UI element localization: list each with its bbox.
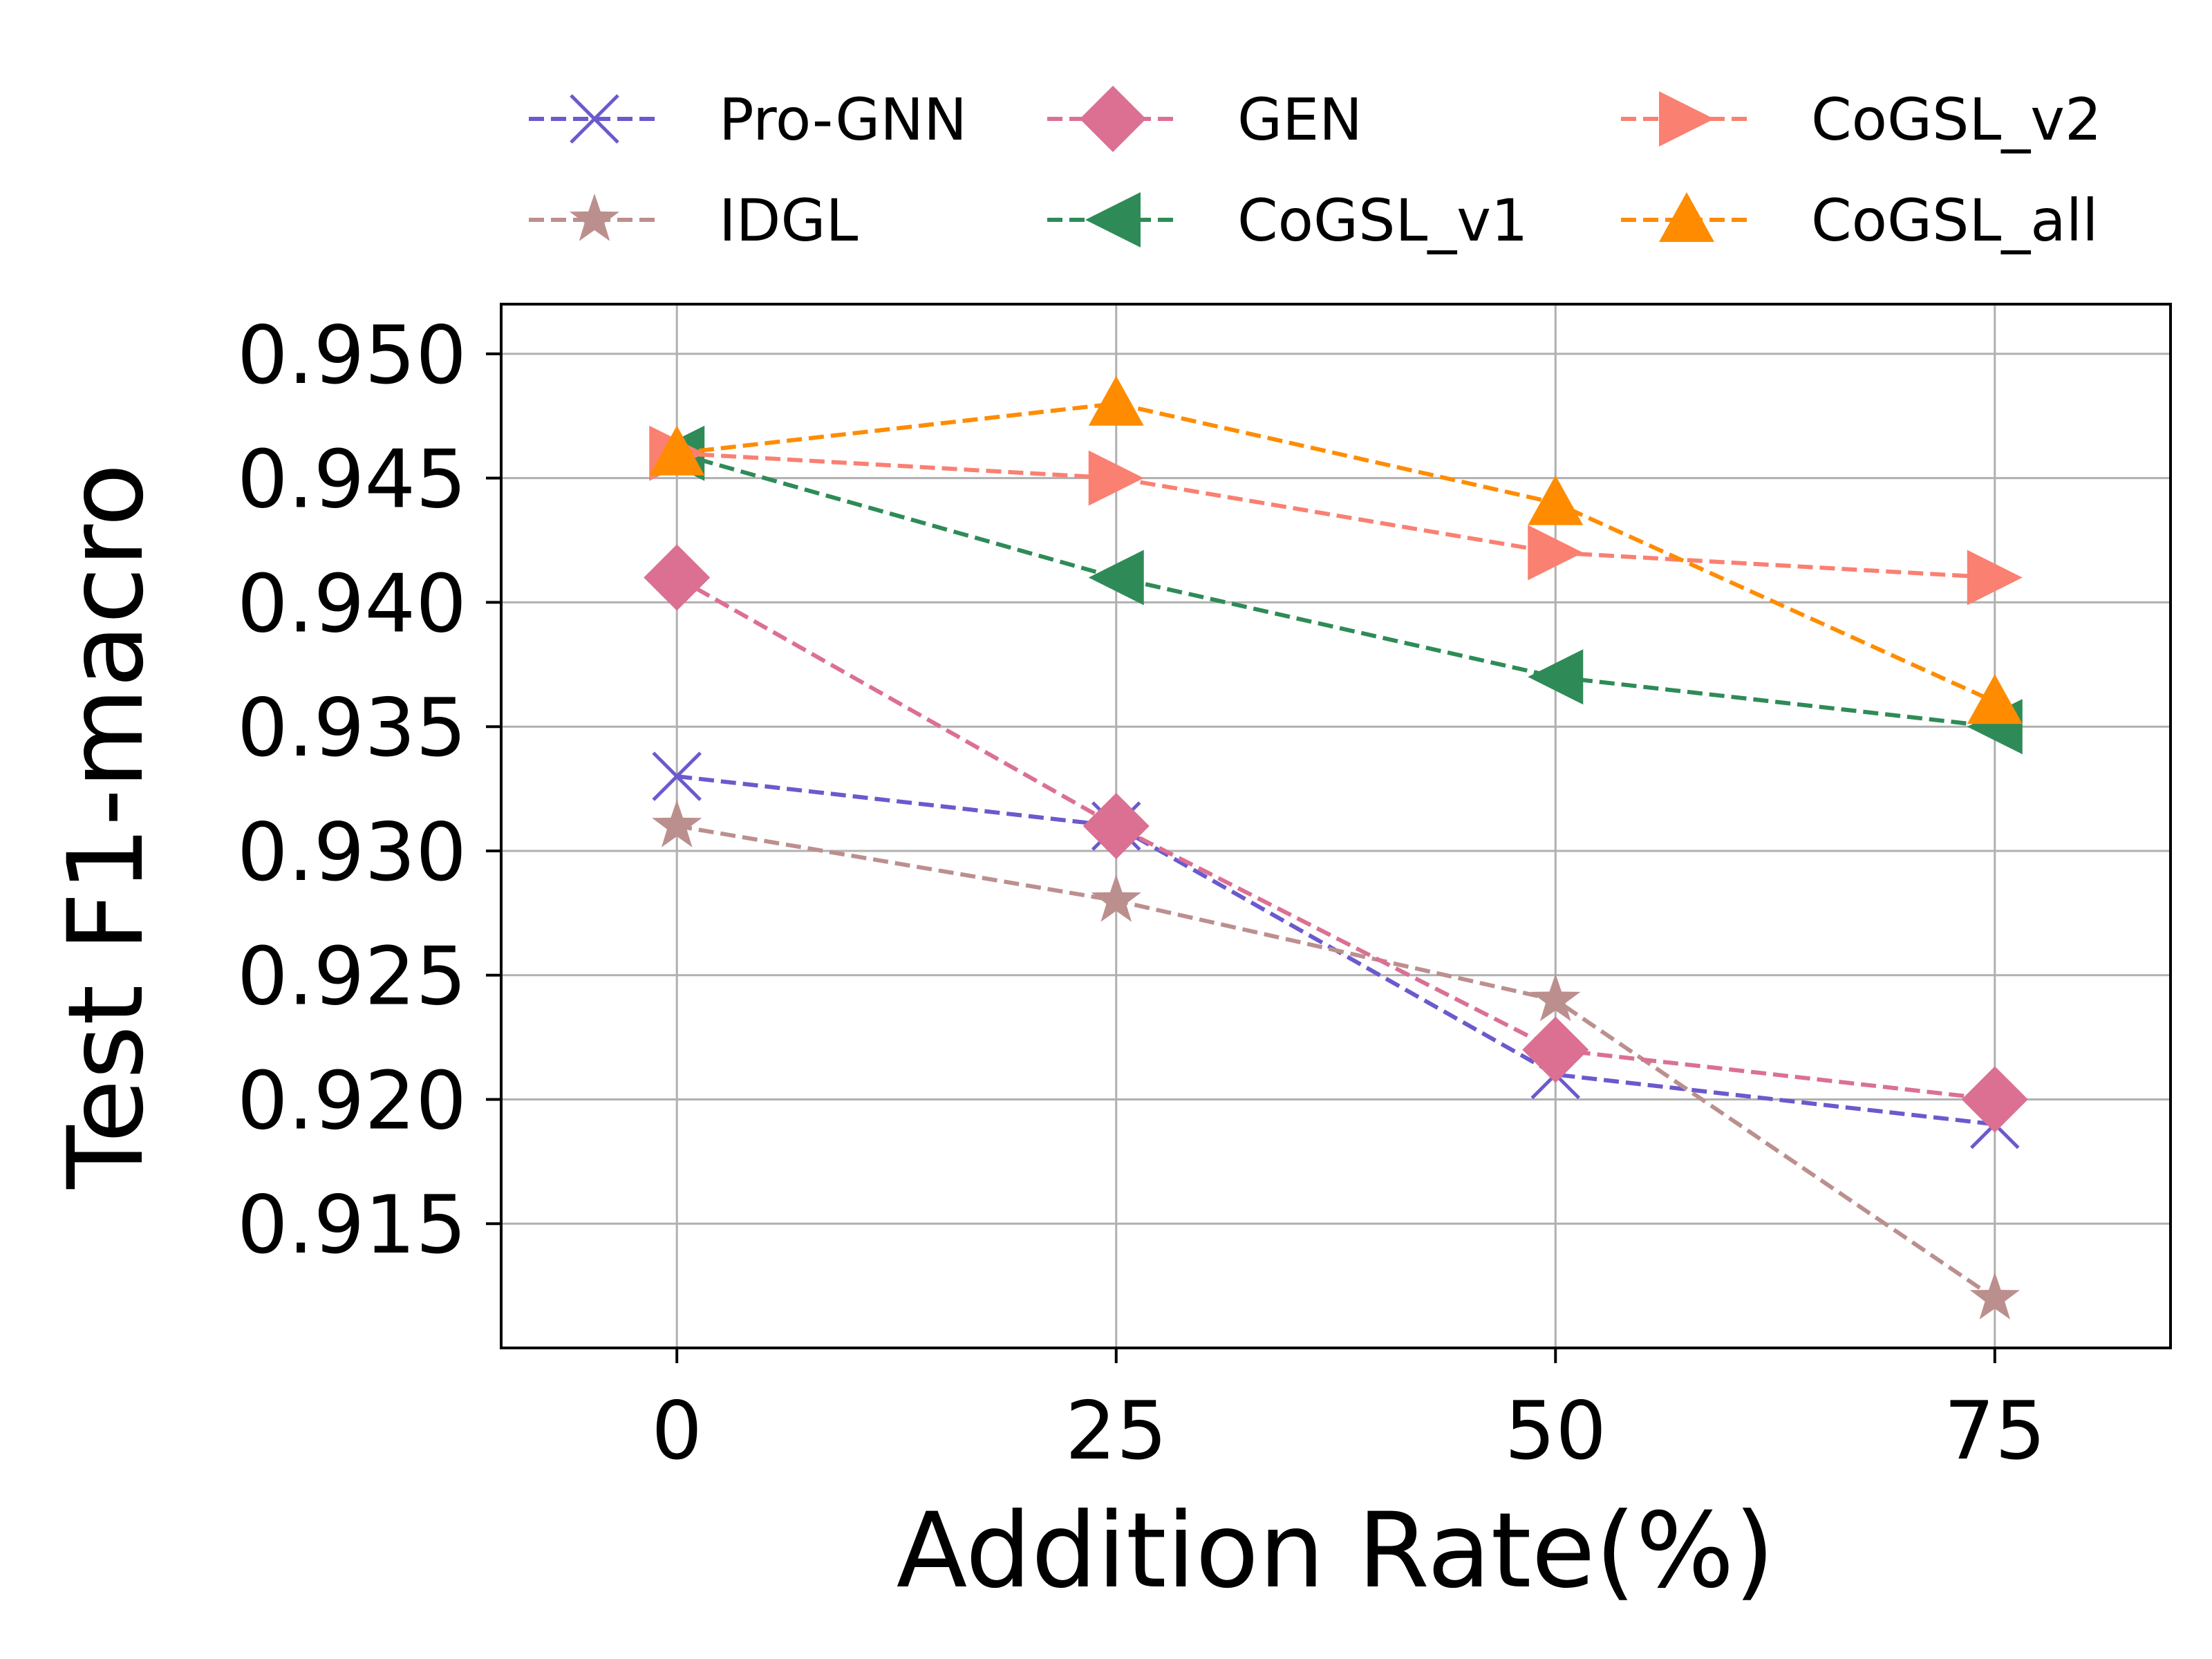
- data-point-cogsl-all: [1967, 674, 2023, 724]
- legend-item-pro-gnn: Pro-GNN: [529, 86, 967, 153]
- series-line-gen: [675, 575, 1996, 1102]
- y-tick-label: 0.935: [237, 682, 467, 775]
- y-axis-label: Test F1-macro: [46, 463, 167, 1190]
- legend-marker: [1080, 86, 1146, 152]
- data-point-idgl: [652, 800, 702, 847]
- legend: Pro-GNN IDGL GEN CoGSL_v1 CoGSL_v2 CoGSL_all: [529, 86, 2101, 254]
- series-line-cogsl-v2: [677, 451, 1995, 580]
- data-point-cogsl-all: [649, 425, 705, 476]
- series-cogsl-v1: [649, 425, 2023, 755]
- data-point-gen: [1522, 1016, 1589, 1083]
- x-tick-label: 75: [1944, 1385, 2046, 1478]
- legend-marker: [570, 94, 619, 144]
- legend-label: IDGL: [719, 187, 859, 254]
- legend-label: Pro-GNN: [719, 86, 967, 153]
- data-point-cogsl-v2: [1967, 550, 2023, 606]
- y-tick-label: 0.930: [237, 806, 467, 899]
- y-tick-label: 0.940: [237, 557, 467, 650]
- legend-item-idgl: IDGL: [529, 187, 859, 254]
- data-point-cogsl-all: [1088, 375, 1144, 426]
- legend-item-cogsl-all: CoGSL_all: [1621, 187, 2098, 254]
- y-tick-label: 0.945: [237, 433, 467, 527]
- series-line-cogsl-all: [676, 401, 1996, 704]
- ticks: 0 25 50 75 0.915 0.920 0.925 0.930 0.935 0.940 0.9…: [237, 309, 2046, 1478]
- y-tick-label: 0.950: [237, 309, 467, 402]
- series-idgl: [652, 800, 2020, 1320]
- legend-label: CoGSL_v2: [1811, 86, 2101, 153]
- plot-frame: [500, 303, 2172, 1349]
- legend-label: CoGSL_all: [1811, 187, 2098, 254]
- data-point-cogsl-v1: [1088, 550, 1144, 606]
- legend-item-gen: GEN: [1047, 86, 1362, 153]
- x-tick-label: 0: [651, 1385, 702, 1478]
- data-point-pro-gnn: [652, 751, 702, 801]
- data-point-gen: [1082, 793, 1150, 859]
- data-point-gen: [1961, 1066, 2028, 1133]
- legend-marker: [1085, 192, 1141, 247]
- data-point-cogsl-all: [1528, 475, 1584, 525]
- legend-label: CoGSL_v1: [1237, 187, 1528, 254]
- series-line-idgl: [676, 824, 1996, 1300]
- x-tick-label: 50: [1504, 1385, 1606, 1478]
- legend-marker: [1659, 91, 1714, 147]
- data-point-idgl: [1091, 874, 1141, 922]
- series-layer: [644, 375, 2028, 1320]
- legend-item-cogsl-v1: CoGSL_v1: [1047, 187, 1528, 254]
- series-cogsl-all: [649, 375, 2023, 724]
- grid: [501, 304, 2171, 1348]
- data-point-gen: [644, 544, 711, 611]
- legend-label: GEN: [1237, 86, 1362, 153]
- legend-item-cogsl-v2: CoGSL_v2: [1621, 86, 2101, 153]
- data-point-cogsl-v1: [1528, 649, 1584, 705]
- data-point-cogsl-v2: [1088, 450, 1144, 506]
- data-point-idgl: [1969, 1272, 2020, 1320]
- y-tick-label: 0.915: [237, 1179, 467, 1272]
- x-tick-label: 25: [1065, 1385, 1168, 1478]
- data-point-cogsl-v2: [1528, 525, 1584, 581]
- x-axis-label: Addition Rate(%): [897, 1491, 1775, 1611]
- legend-marker: [569, 194, 620, 241]
- y-tick-label: 0.925: [237, 930, 467, 1024]
- data-point-idgl: [1530, 973, 1581, 1022]
- series-gen: [644, 544, 2028, 1133]
- legend-marker: [1659, 192, 1714, 242]
- series-line-cogsl-v1: [676, 451, 1996, 729]
- y-tick-label: 0.920: [237, 1054, 467, 1147]
